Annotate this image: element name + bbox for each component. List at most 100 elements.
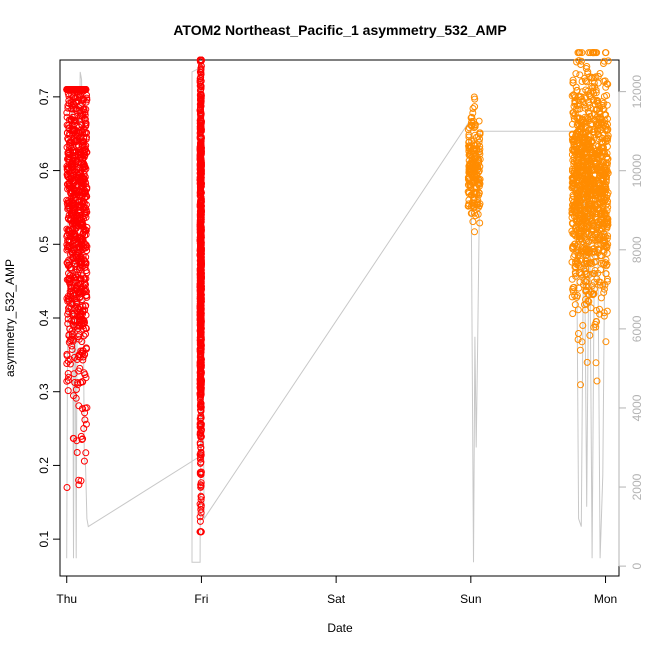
data-point	[594, 205, 602, 213]
data-point	[593, 96, 601, 104]
data-point	[196, 294, 204, 302]
data-point	[81, 404, 89, 412]
data-point	[71, 191, 79, 199]
data-point	[79, 349, 86, 357]
data-point	[466, 181, 474, 188]
data-point	[579, 322, 587, 329]
data-point	[68, 249, 76, 257]
data-point	[197, 348, 205, 356]
data-point	[197, 362, 205, 370]
data-point	[589, 234, 597, 242]
data-point	[581, 74, 589, 82]
data-point	[603, 92, 611, 99]
data-point	[197, 506, 205, 513]
data-point	[81, 163, 89, 171]
data-point	[63, 109, 71, 117]
x-tick-label: Mon	[594, 592, 617, 606]
data-point	[197, 458, 205, 466]
data-point	[476, 150, 484, 158]
data-point	[600, 312, 608, 320]
data-point	[467, 191, 475, 199]
data-point	[197, 384, 205, 392]
data-point	[601, 126, 609, 133]
data-point	[464, 126, 472, 134]
data-point	[197, 253, 205, 261]
data-point	[197, 267, 205, 275]
data-point	[596, 105, 604, 112]
data-point	[588, 74, 596, 82]
data-point	[72, 131, 80, 139]
x-tick-label: Thu	[56, 592, 77, 606]
data-point	[197, 433, 205, 441]
data-point	[574, 49, 582, 57]
data-point	[65, 338, 73, 346]
y2-tick-label: 6000	[630, 315, 644, 342]
data-point	[83, 345, 90, 353]
data-point	[568, 293, 576, 301]
data-point	[585, 98, 593, 106]
data-point	[468, 138, 476, 145]
data-point	[602, 270, 610, 278]
data-point	[82, 449, 90, 457]
data-point	[586, 331, 594, 339]
data-point	[68, 331, 76, 339]
data-point	[578, 338, 586, 346]
data-point	[588, 49, 596, 57]
data-point	[74, 243, 82, 251]
data-point	[585, 237, 593, 245]
data-point	[596, 216, 604, 224]
data-point	[197, 210, 205, 217]
data-point	[77, 220, 85, 228]
data-point	[600, 159, 608, 167]
data-point	[604, 135, 612, 143]
data-point	[569, 242, 577, 250]
data-point	[197, 62, 205, 70]
data-point	[74, 271, 82, 279]
data-point	[70, 237, 78, 245]
data-point	[197, 294, 205, 302]
data-point	[197, 197, 205, 205]
chart-title: ATOM2 Northeast_Pacific_1 asymmetry_532_…	[173, 22, 506, 38]
data-point	[469, 109, 477, 117]
data-point	[197, 180, 205, 187]
data-point	[584, 68, 592, 76]
data-point	[597, 164, 605, 172]
data-point	[78, 121, 86, 129]
data-point	[68, 86, 76, 93]
data-point	[76, 235, 84, 242]
data-point	[587, 208, 595, 215]
data-point	[592, 73, 600, 81]
data-point	[594, 127, 601, 135]
data-point	[580, 277, 588, 285]
data-point	[197, 99, 205, 107]
data-point	[593, 210, 601, 217]
data-point	[596, 219, 604, 227]
data-point	[571, 231, 579, 239]
data-point	[475, 176, 483, 184]
data-point	[604, 155, 612, 163]
data-point	[583, 358, 591, 366]
data-point	[74, 333, 82, 341]
data-point	[573, 292, 581, 299]
data-point	[475, 179, 483, 187]
data-point	[73, 356, 81, 363]
data-point	[586, 201, 594, 209]
data-point	[593, 160, 601, 167]
data-point	[77, 477, 85, 485]
data-point	[197, 211, 205, 219]
data-point	[197, 276, 205, 284]
data-point	[598, 252, 605, 260]
data-point	[469, 218, 477, 226]
data-point	[573, 172, 580, 180]
data-point	[196, 517, 204, 525]
data-point	[197, 260, 205, 268]
data-point	[81, 210, 89, 218]
data-point	[604, 159, 611, 167]
data-point	[604, 57, 612, 65]
data-point	[70, 312, 78, 320]
data-point	[590, 245, 598, 252]
data-point	[67, 264, 75, 272]
data-point	[592, 105, 600, 113]
data-point	[71, 194, 79, 202]
data-point	[572, 186, 580, 194]
